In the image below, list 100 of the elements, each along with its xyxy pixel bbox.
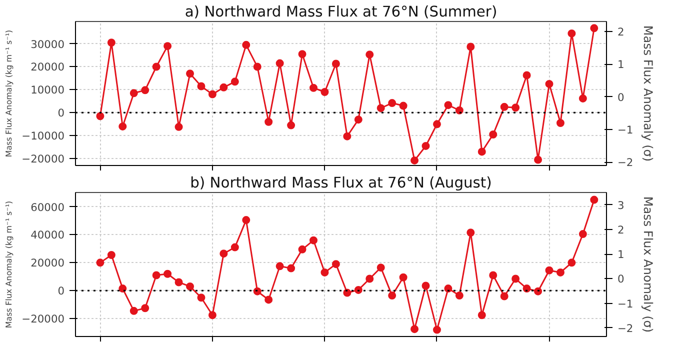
point: [455, 292, 464, 300]
point: [466, 228, 475, 237]
y2-tick-label: 0: [618, 272, 624, 286]
point: [354, 116, 362, 124]
y-tick-label: 60000: [30, 200, 65, 214]
y2-tick-label: 0: [618, 90, 624, 104]
point: [298, 245, 306, 254]
y-tick-label: 30000: [30, 38, 65, 51]
point: [298, 50, 306, 58]
point: [444, 284, 452, 293]
y2-axis-title: Mass Flux Anomaly (σ): [641, 25, 656, 162]
point: [107, 38, 116, 47]
point: [242, 40, 250, 49]
point: [512, 104, 520, 112]
y2-tick-label: −1: [618, 124, 634, 136]
chart-title: a) Northward Mass Flux at 76°N (Summer): [184, 4, 498, 20]
point: [186, 282, 194, 290]
point: [141, 304, 150, 312]
point: [522, 284, 531, 293]
point: [164, 270, 172, 278]
point: [534, 156, 542, 164]
y2-tick-label: 1: [618, 248, 624, 262]
point: [276, 59, 284, 68]
point: [489, 271, 498, 280]
point: [388, 99, 396, 108]
y-tick-label: 20000: [30, 256, 65, 270]
point: [422, 142, 430, 150]
point: [118, 122, 127, 130]
y-tick-label: −20000: [22, 152, 65, 166]
point: [220, 83, 228, 92]
point: [130, 89, 138, 98]
point: [287, 264, 296, 272]
point: [197, 82, 206, 90]
point: [309, 84, 318, 92]
point: [522, 71, 531, 80]
point: [276, 262, 284, 270]
point: [410, 156, 419, 164]
point: [164, 42, 172, 50]
point: [578, 230, 587, 238]
point: [230, 243, 239, 252]
y2-tick-label: 2: [618, 223, 624, 236]
y-tick-label: 20000: [30, 60, 65, 74]
point: [343, 288, 352, 297]
point: [152, 62, 160, 71]
point: [174, 278, 183, 286]
point: [208, 311, 216, 320]
point: [489, 130, 498, 138]
point: [399, 273, 408, 282]
point: [220, 250, 228, 258]
point: [264, 118, 273, 126]
point: [556, 119, 564, 128]
point: [320, 268, 329, 276]
point: [410, 325, 419, 334]
y2-tick-label: 2: [618, 25, 624, 38]
point: [230, 78, 239, 86]
y-axis-title: Mass Flux Anomaly (kg m⁻¹ s⁻¹): [4, 30, 14, 158]
point: [242, 216, 250, 224]
point: [590, 24, 598, 32]
point: [578, 94, 587, 102]
point: [253, 62, 262, 71]
point: [376, 104, 385, 112]
point: [432, 120, 441, 128]
point: [354, 286, 362, 294]
y2-tick-label: 1: [618, 58, 624, 72]
point: [141, 86, 150, 94]
point: [152, 271, 160, 280]
point: [130, 306, 138, 315]
point: [590, 196, 598, 204]
point: [366, 50, 374, 59]
point: [556, 268, 564, 276]
point: [545, 80, 554, 88]
point: [253, 287, 262, 296]
y-tick-label: 40000: [30, 228, 65, 242]
point: [107, 251, 116, 259]
point: [500, 292, 508, 300]
point: [287, 121, 296, 130]
point: [376, 264, 385, 272]
point: [478, 148, 486, 156]
point: [568, 258, 576, 267]
point: [444, 101, 452, 110]
point: [568, 29, 576, 38]
point: [366, 274, 374, 283]
y-tick-label: −20000: [22, 312, 65, 326]
y2-tick-label: 3: [618, 198, 624, 212]
point: [332, 60, 340, 68]
point: [174, 122, 183, 131]
point: [399, 102, 408, 110]
point: [534, 287, 542, 296]
y2-tick-label: −1: [618, 297, 634, 310]
point: [186, 70, 194, 78]
point: [455, 106, 464, 114]
point: [478, 311, 486, 320]
point: [208, 90, 216, 98]
point: [512, 274, 520, 283]
point: [500, 102, 508, 111]
point: [388, 292, 396, 300]
point: [343, 132, 352, 140]
point: [197, 294, 206, 302]
point: [96, 258, 104, 267]
y2-tick-label: −2: [618, 322, 634, 335]
